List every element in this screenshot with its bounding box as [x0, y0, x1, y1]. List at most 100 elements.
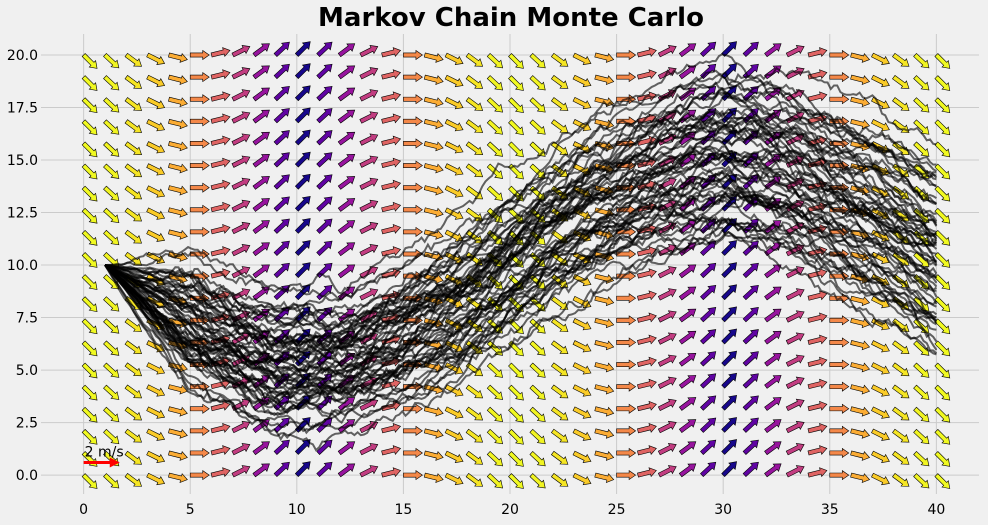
vector-arrow [81, 274, 98, 290]
y-tick-label: 12.5 [7, 206, 38, 222]
vector-arrow [124, 384, 142, 399]
vector-arrow [337, 264, 356, 279]
vector-arrow [403, 470, 423, 481]
vector-arrow [616, 248, 637, 260]
vector-arrow [678, 43, 697, 58]
vector-arrow [146, 207, 166, 220]
vector-arrow [273, 439, 290, 455]
vector-arrow [210, 400, 231, 412]
vector-arrow [934, 406, 951, 423]
vector-arrow [572, 318, 592, 331]
y-tick-label: 2.5 [16, 416, 38, 432]
vector-arrow [465, 141, 484, 156]
vector-arrow [316, 218, 333, 234]
vector-arrow [764, 43, 782, 58]
vector-arrow [146, 406, 166, 419]
vector-arrow [550, 450, 569, 465]
vector-arrow [829, 403, 850, 414]
vector-arrow [678, 397, 697, 411]
vector-arrow [678, 463, 697, 478]
vector-arrow [807, 91, 828, 102]
vector-arrow [785, 45, 805, 58]
vector-arrow [700, 351, 717, 367]
vector-arrow [529, 428, 546, 445]
vector-arrow [700, 373, 717, 389]
vector-arrow [721, 306, 737, 323]
vector-arrow [678, 330, 697, 345]
vector-arrow [934, 185, 951, 202]
vector-arrow [231, 420, 251, 434]
vector-arrow [146, 428, 166, 441]
x-axis-ticks: 0 5 10 15 20 25 30 35 40 [79, 502, 945, 518]
vector-arrow [892, 406, 910, 421]
vector-arrow [444, 163, 464, 176]
vector-arrow [572, 472, 592, 486]
vector-arrow [829, 337, 850, 348]
vector-arrow [359, 465, 379, 478]
vector-arrow [550, 472, 569, 487]
vector-arrow [444, 406, 464, 419]
vector-arrow [850, 52, 871, 63]
vector-arrow [850, 74, 871, 85]
trajectory [104, 72, 937, 345]
vector-arrow [423, 406, 444, 417]
vector-arrow [892, 384, 910, 399]
vector-arrow [934, 340, 951, 357]
y-axis-ticks: 0.0 2.5 5.0 7.5 10.0 12.5 15.0 17.5 20.0 [7, 48, 38, 484]
vector-arrow [637, 378, 657, 390]
vector-arrow [913, 362, 930, 378]
vector-arrow [294, 240, 311, 256]
vector-arrow [231, 45, 251, 58]
vector-arrow [252, 220, 270, 234]
trajectory [104, 213, 937, 395]
vector-arrow [359, 111, 379, 124]
vector-arrow [934, 473, 951, 489]
vector-arrow [678, 65, 697, 80]
vector-arrow [146, 185, 166, 198]
vector-arrow [616, 49, 637, 61]
vector-arrow [850, 295, 871, 307]
vector-arrow [103, 53, 120, 69]
vector-arrow [934, 252, 951, 268]
vector-arrow [273, 63, 290, 80]
vector-arrow [273, 218, 290, 234]
vector-arrow [594, 295, 615, 307]
vector-arrow [124, 340, 142, 355]
vector-arrow [829, 381, 850, 392]
trajectory [104, 81, 937, 325]
vector-arrow [637, 334, 657, 345]
vector-arrow [807, 290, 828, 301]
vector-arrow [871, 340, 890, 353]
vector-arrow [678, 308, 697, 323]
vector-arrow [103, 75, 120, 91]
vector-arrow [637, 467, 657, 478]
vector-arrow [721, 417, 737, 433]
vector-arrow [594, 384, 615, 395]
vector-arrow [294, 63, 311, 80]
vector-arrow [381, 91, 402, 102]
vector-arrow [657, 266, 677, 279]
vector-arrow [81, 207, 98, 224]
vector-arrow [572, 450, 592, 463]
vector-arrow [657, 376, 677, 389]
vector-arrow [337, 87, 356, 102]
vector-arrow [189, 182, 210, 193]
vector-arrow [678, 419, 697, 433]
vector-arrow [294, 461, 311, 478]
vector-arrow [381, 157, 402, 168]
vector-arrow [913, 97, 930, 113]
vector-arrow [403, 49, 423, 61]
vector-arrow [231, 443, 251, 456]
vector-arrow [486, 406, 504, 423]
vector-arrow [508, 451, 524, 467]
vector-arrow [381, 69, 402, 80]
vector-arrow [594, 317, 615, 329]
vector-arrow [81, 119, 98, 136]
vector-arrow [742, 373, 759, 389]
vector-arrow [252, 198, 270, 212]
vector-arrow [423, 207, 444, 218]
vector-arrow [807, 356, 828, 367]
vector-arrow [742, 41, 759, 57]
vector-arrow [81, 384, 98, 401]
vector-arrow [700, 41, 717, 57]
